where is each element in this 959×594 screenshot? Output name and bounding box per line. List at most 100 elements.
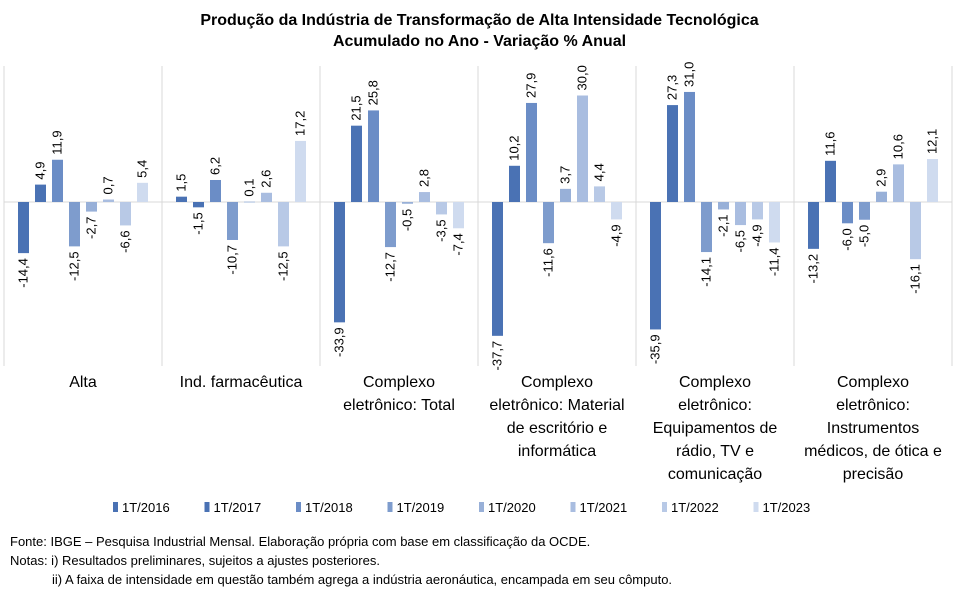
category-label-line: comunicação: [668, 466, 762, 483]
category-label: Complexo eletrônico: Material de escritóri…: [489, 374, 624, 460]
data-label: -12,7: [383, 252, 398, 282]
data-label: -14,1: [699, 257, 714, 287]
data-label: -6,0: [840, 228, 855, 250]
bar: [295, 140, 306, 202]
bar: [120, 202, 131, 226]
legend-swatch: [570, 502, 576, 512]
data-label: -11,6: [541, 248, 556, 277]
data-label: -0,5: [400, 209, 415, 231]
bar: [176, 196, 187, 202]
data-label: -33,9: [332, 327, 347, 357]
category-label-line: Complexo: [837, 374, 909, 391]
legend-swatch: [387, 502, 393, 512]
bar: [684, 91, 695, 202]
data-label: -6,6: [118, 230, 133, 252]
legend-swatch: [204, 502, 210, 512]
legend-swatch: [662, 502, 667, 512]
data-label: 1,5: [174, 174, 189, 192]
category-label-line: Ind. farmacêutica: [180, 374, 303, 391]
data-label: 2,8: [417, 169, 432, 187]
category-label-line: eletrônico:: [678, 397, 752, 414]
bar: [808, 202, 819, 249]
data-label: -11,4: [767, 247, 782, 276]
bar: [526, 102, 537, 202]
source-note: Fonte: IBGE – Pesquisa Industrial Mensal…: [10, 534, 591, 549]
bar: [876, 191, 887, 202]
category-label-line: Equipamentos de: [653, 420, 778, 437]
bar: [752, 202, 763, 220]
category-label-line: eletrônico:: [836, 397, 910, 414]
data-label: 10,6: [891, 134, 906, 159]
category-label: Complexo eletrônico: Instrumentos médicos, …: [804, 374, 942, 483]
category-label-line: eletrônico: Material: [489, 397, 624, 414]
category-label-line: Complexo: [521, 374, 593, 391]
data-label: -2,7: [84, 217, 99, 239]
bar: [560, 188, 571, 202]
bar: [18, 202, 29, 254]
bar: [667, 105, 678, 202]
bar: [859, 202, 870, 220]
data-label: -3,5: [434, 219, 449, 241]
category-label-line: Complexo: [679, 374, 751, 391]
bar: [227, 202, 238, 240]
data-label: 3,7: [558, 166, 573, 184]
legend-swatch: [753, 502, 759, 512]
data-label: -13,2: [806, 254, 821, 284]
bar: [910, 202, 921, 260]
data-label: -14,4: [16, 258, 31, 288]
bar-chart: -14,44,911,9-12,5-2,70,7-6,65,41,5-1,56,…: [3, 62, 953, 515]
category-label: Ind. farmacêutica: [180, 374, 303, 391]
data-label: -16,1: [908, 264, 923, 294]
bar: [436, 202, 447, 215]
bar: [351, 125, 362, 202]
bar: [735, 202, 746, 226]
data-label: -12,5: [276, 251, 291, 281]
data-label: -7,4: [451, 233, 466, 255]
data-label: -1,5: [191, 212, 206, 234]
category-label-line: médicos, de ótica e: [804, 443, 942, 460]
legend-swatch: [479, 502, 484, 512]
bar: [927, 159, 938, 202]
data-label: -6,5: [733, 230, 748, 252]
bar: [718, 202, 729, 210]
data-label: 27,9: [524, 73, 539, 98]
bar: [842, 202, 853, 224]
bar: [385, 202, 396, 248]
category-label-line: Complexo: [363, 374, 435, 391]
data-label: -35,9: [648, 334, 663, 364]
data-label: 2,9: [874, 169, 889, 187]
bar: [769, 202, 780, 243]
bar: [52, 159, 63, 202]
data-label: -2,1: [716, 214, 731, 236]
bar: [35, 184, 46, 202]
bar: [334, 202, 345, 323]
category-label-line: Instrumentos: [827, 420, 919, 437]
bar: [543, 202, 554, 244]
category-label-line: precisão: [843, 466, 904, 483]
data-label: -4,9: [609, 224, 624, 246]
data-label: -37,7: [490, 341, 505, 371]
category-label: Alta: [69, 374, 97, 391]
note-2: ii) A faixa de intensidade em questão ta…: [52, 572, 673, 587]
data-label: 12,1: [925, 129, 940, 154]
bar: [137, 182, 148, 202]
data-label: -12,5: [67, 251, 82, 281]
data-label: 6,2: [208, 157, 223, 175]
chart-title: Produção da Indústria de Transformação d…: [0, 10, 959, 52]
bar: [492, 202, 503, 336]
bar: [453, 202, 464, 229]
legend-label: 1T/2019: [397, 500, 445, 515]
data-label: 4,9: [33, 162, 48, 180]
legend-label: 1T/2017: [214, 500, 262, 515]
data-label: 5,4: [135, 160, 150, 178]
note-1: Notas: i) Resultados preliminares, sujei…: [10, 553, 380, 568]
bar: [402, 202, 413, 204]
bar: [69, 202, 80, 247]
data-label: 11,9: [50, 130, 65, 154]
category-label-line: rádio, TV e: [676, 443, 754, 460]
bar: [278, 202, 289, 247]
bar: [650, 202, 661, 330]
data-label: 4,4: [592, 163, 607, 181]
bar: [103, 199, 114, 202]
bar: [594, 186, 605, 202]
